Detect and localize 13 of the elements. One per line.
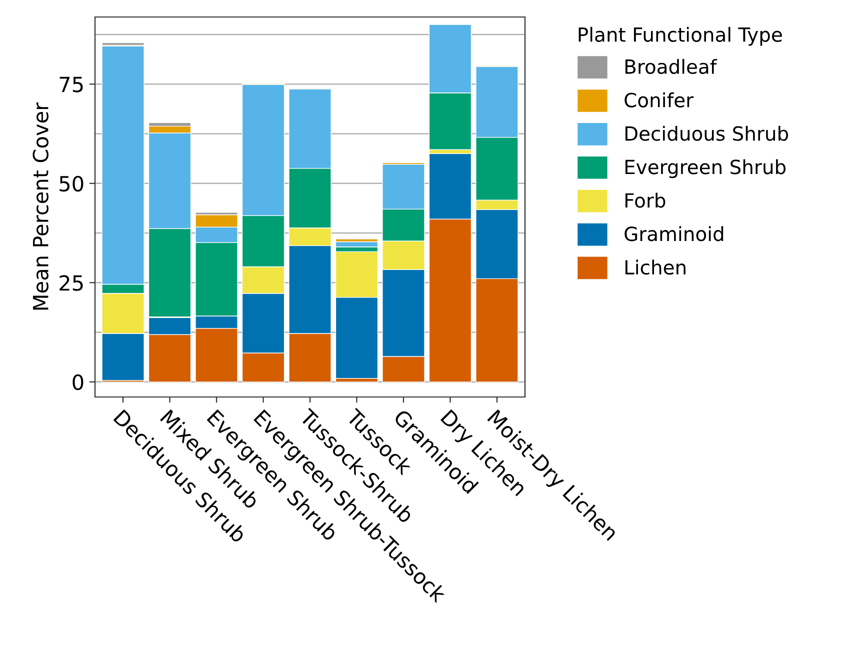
- y-axis-title: Mean Percent Cover: [32, 102, 48, 310]
- legend-label: Evergreen Shrub: [625, 159, 786, 178]
- y-tick-label: 75: [60, 76, 83, 92]
- legend-label: Broadleaf: [625, 58, 718, 74]
- legend-label: Conifer: [624, 92, 694, 108]
- y-tick-label: 50: [60, 176, 84, 192]
- legend-label: Lichen: [625, 260, 686, 275]
- y-tick-label: 0: [72, 374, 84, 390]
- y-tick-label: 25: [60, 275, 83, 291]
- legend-label: Forb: [625, 192, 666, 208]
- legend-title: Plant Functional Type: [578, 26, 782, 46]
- legend-label: Deciduous Shrub: [625, 126, 788, 141]
- legend-label: Graminoid: [624, 226, 724, 242]
